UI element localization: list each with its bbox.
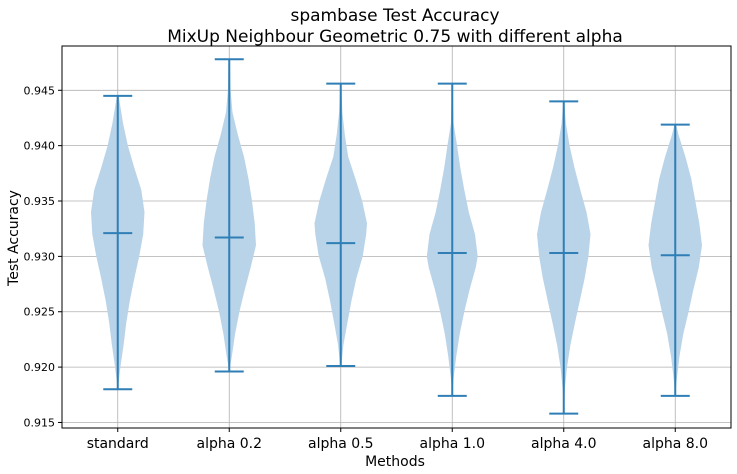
y-axis-label: Test Accuracy — [6, 190, 22, 287]
x-axis-label: Methods — [365, 454, 425, 470]
y-tick-label: 0.920 — [24, 361, 56, 374]
y-tick-label: 0.940 — [24, 140, 56, 153]
x-tick-label: standard — [87, 436, 149, 452]
chart-subtitle: MixUp Neighbour Geometric 0.75 with diff… — [167, 27, 623, 47]
y-tick-label: 0.935 — [24, 195, 56, 208]
chart-title: spambase Test Accuracy — [290, 6, 499, 26]
x-tick-label: alpha 4.0 — [531, 436, 597, 452]
x-axis-ticks: standard alpha 0.2 alpha 0.5 alpha 1.0 alpha… — [87, 428, 708, 452]
y-axis-ticks: 0.915 0.920 0.925 0.930 0.935 0.940 0.945 — [24, 84, 62, 429]
plot-frame — [61, 45, 732, 429]
x-tick-label: alpha 8.0 — [642, 436, 708, 452]
x-tick-label: alpha 1.0 — [419, 436, 485, 452]
y-tick-label: 0.945 — [24, 84, 56, 97]
y-tick-label: 0.930 — [24, 250, 56, 263]
y-tick-label: 0.925 — [24, 306, 56, 319]
x-tick-label: alpha 0.5 — [308, 436, 374, 452]
y-tick-label: 0.915 — [24, 416, 56, 429]
x-tick-label: alpha 0.2 — [196, 436, 262, 452]
violin-series — [91, 58, 702, 415]
